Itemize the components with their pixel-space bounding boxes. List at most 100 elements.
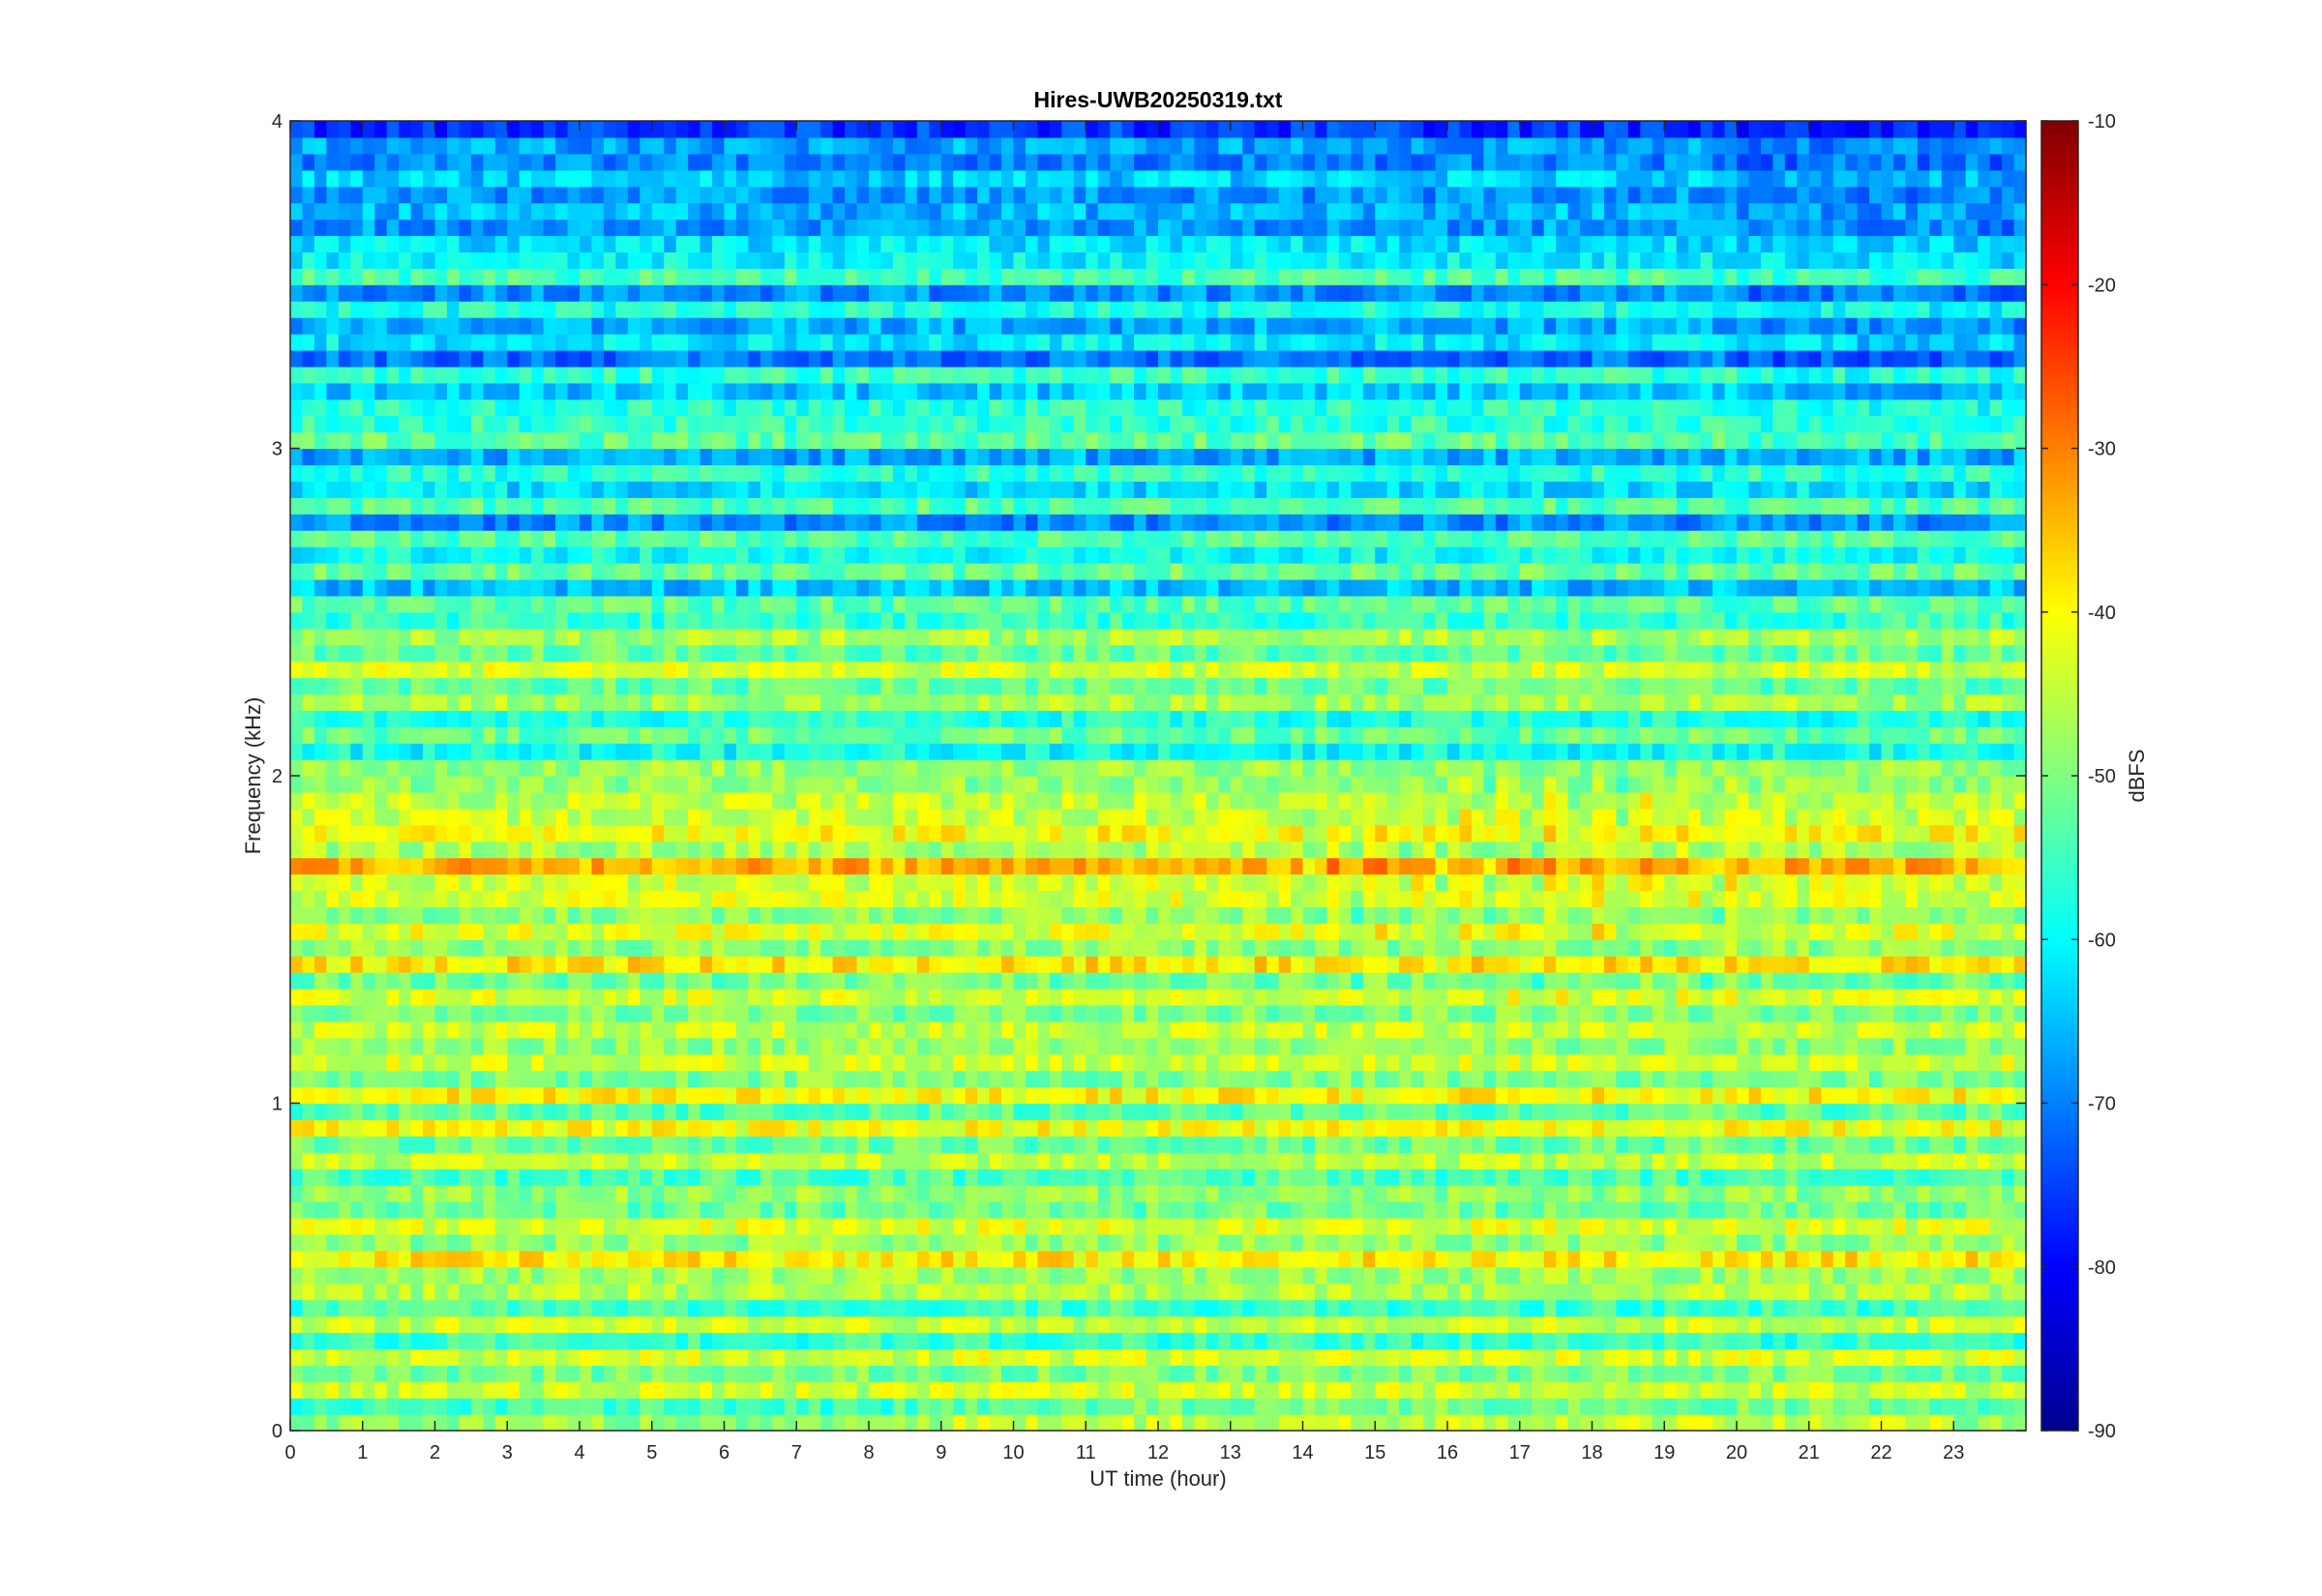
heatmap-cell [1905,1250,1919,1268]
heatmap-cell [362,906,375,924]
heatmap-cell [892,1086,906,1105]
heatmap-cell [664,857,677,875]
heatmap-cell [1386,1086,1400,1105]
heatmap-cell [1772,1020,1786,1039]
heatmap-cell [1580,890,1593,907]
heatmap-cell [1483,1168,1497,1186]
heatmap-cell [483,1053,496,1072]
heatmap-cell [603,1299,616,1317]
heatmap-cell [1001,890,1015,907]
heatmap-cell [1797,873,1810,892]
heatmap-cell [1375,1283,1388,1301]
heatmap-cell [1314,1037,1328,1055]
heatmap-cell [1399,1266,1413,1285]
heatmap-cell [399,1037,412,1055]
heatmap-cell [1037,1152,1051,1169]
heatmap-cell [845,1283,858,1301]
heatmap-cell [905,873,918,892]
heatmap-cell [1821,923,1834,940]
heatmap-cell [2002,939,2015,957]
heatmap-cell [675,1086,689,1105]
heatmap-cell [796,1070,810,1088]
heatmap-cell [1110,1315,1123,1334]
heatmap-cell [627,1283,640,1301]
heatmap-cell [820,1119,834,1137]
heatmap-cell [1158,1299,1172,1317]
heatmap-cell [1049,1070,1062,1088]
heatmap-cell [338,939,351,957]
heatmap-cell [784,890,797,907]
heatmap-cell [1881,1348,1894,1366]
heatmap-cell [880,923,894,940]
heatmap-cell [1459,906,1473,924]
heatmap-cell [808,1283,821,1301]
heatmap-cell [1266,972,1280,990]
heatmap-cell [627,1037,640,1055]
heatmap-cell [1652,1037,1665,1055]
heatmap-cell [386,1053,400,1072]
heatmap-cell [1386,1152,1400,1169]
heatmap-cell [1435,1201,1448,1219]
heatmap-cell [1206,1365,1219,1382]
heatmap-cell [1291,1185,1304,1202]
heatmap-cell [1627,1233,1641,1252]
heatmap-cell [615,1185,629,1202]
heatmap-cell [1351,1315,1364,1334]
heatmap-cell [410,1266,424,1285]
heatmap-cell [1049,939,1062,957]
heatmap-cell [856,1283,870,1301]
heatmap-cell [1146,956,1159,973]
heatmap-cell [290,1053,304,1072]
heatmap-cell [1386,1103,1400,1121]
heatmap-cell [531,1037,545,1055]
heatmap-cell [953,1414,967,1432]
heatmap-cell [1832,1299,1846,1317]
heatmap-cell [1495,923,1508,940]
heatmap-cell [1580,1365,1593,1382]
heatmap-cell [796,1348,810,1366]
heatmap-cell [1471,1283,1484,1301]
heatmap-cell [1592,1053,1605,1072]
heatmap-cell [423,1136,436,1153]
heatmap-cell [1471,1250,1484,1268]
heatmap-cell [1086,873,1099,892]
heatmap-cell [724,1217,737,1235]
heatmap-cell [1700,1381,1713,1399]
heatmap-cell [1700,1119,1713,1137]
heatmap-cell [1532,1037,1545,1055]
heatmap-cell [1700,1348,1713,1366]
heatmap-cell [519,1348,532,1366]
heatmap-cell [1941,890,1954,907]
heatmap-cell [1061,1217,1075,1235]
heatmap-cell [603,1365,616,1382]
heatmap-cell [1049,1414,1062,1432]
heatmap-cell [1291,1020,1304,1039]
heatmap-cell [940,1168,954,1186]
heatmap-cell [580,1037,593,1055]
heatmap-cell [470,1086,484,1105]
heatmap-cell [1507,1037,1521,1055]
heatmap-cell [759,1136,773,1153]
heatmap-cell [1676,1086,1689,1105]
heatmap-cell [892,1152,906,1169]
heatmap-cell [1543,1299,1557,1317]
heatmap-cell [748,923,761,940]
heatmap-cell [555,1332,569,1349]
heatmap-cell [796,857,810,875]
heatmap-cell [362,1266,375,1285]
heatmap-cell [338,1136,351,1153]
heatmap-cell [1772,1381,1786,1399]
heatmap-cell [1797,1250,1810,1268]
heatmap-cell [1097,956,1111,973]
heatmap-cell [1869,972,1883,990]
heatmap-cell [1386,857,1400,875]
heatmap-cell [1435,1119,1448,1137]
heatmap-cell [627,857,640,875]
heatmap-cell [494,923,508,940]
heatmap-cell [1025,1266,1039,1285]
heatmap-cell [615,1004,629,1022]
heatmap-cell [543,1152,556,1169]
heatmap-cell [1242,1152,1256,1169]
heatmap-cell [1845,939,1859,957]
heatmap-cell [1121,1414,1135,1432]
